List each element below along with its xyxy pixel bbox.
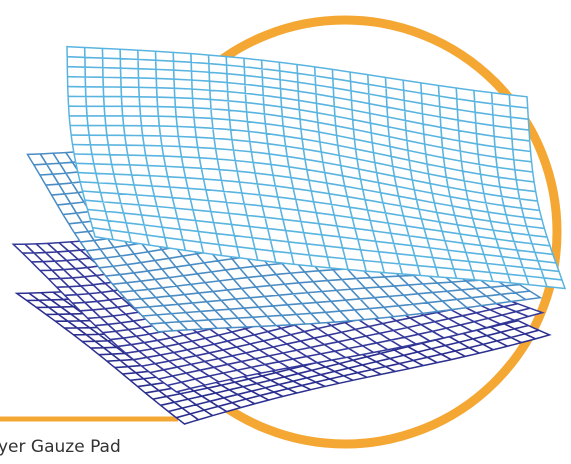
- caption: yer Gauze Pad: [0, 437, 121, 457]
- gauze-layers: [11, 45, 567, 425]
- gauze-layer: [66, 45, 567, 290]
- mesh: [67, 47, 563, 287]
